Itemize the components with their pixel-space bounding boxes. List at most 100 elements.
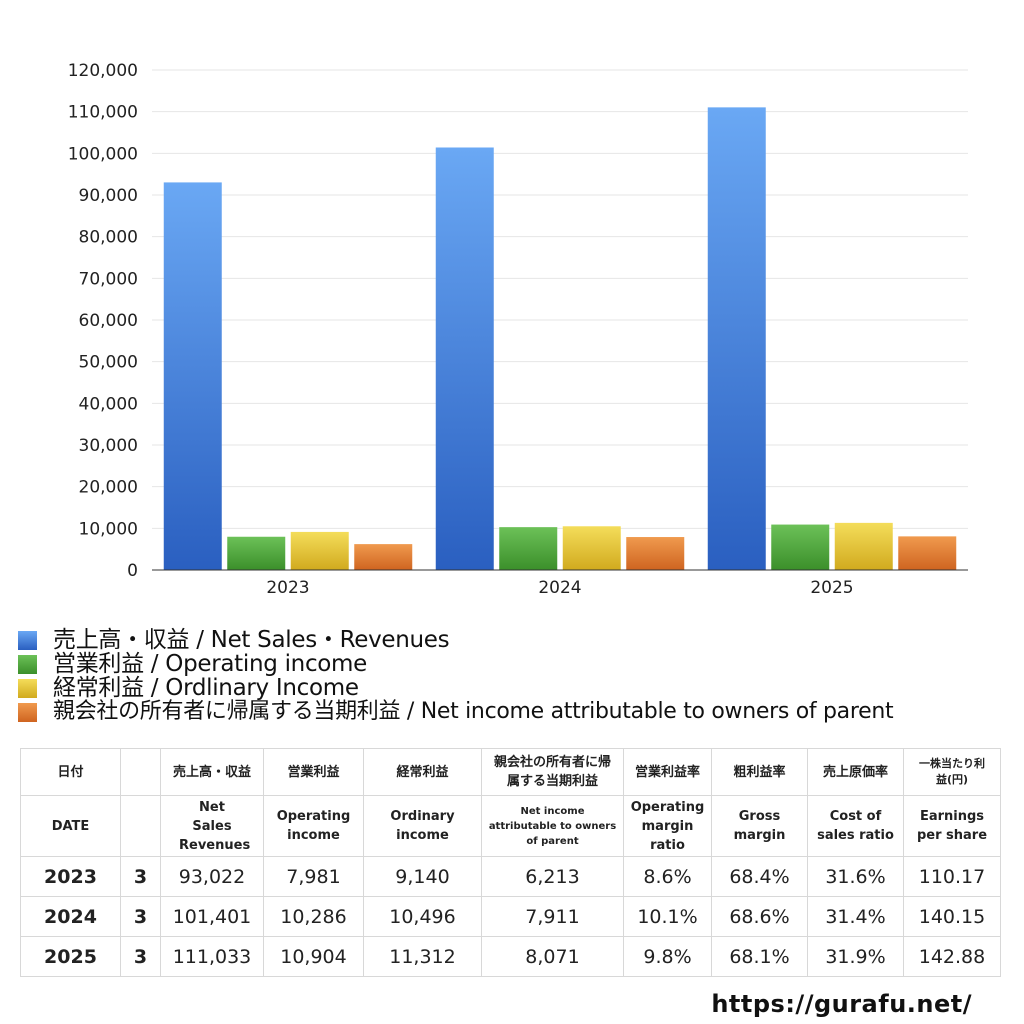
header-op-en: Operating income bbox=[263, 795, 364, 857]
legend-label-ordinary-income: 経常利益 / Ordlinary Income bbox=[53, 675, 359, 701]
legend-item-ordinary-income: 経常利益 / Ordlinary Income bbox=[18, 676, 893, 700]
cell-operating-margin: 10.1% bbox=[623, 896, 712, 937]
cell-month: 3 bbox=[120, 856, 161, 897]
cell-cost-ratio: 31.4% bbox=[807, 896, 904, 937]
legend-swatch-operating-income bbox=[18, 654, 37, 674]
bar bbox=[771, 524, 830, 570]
legend-swatch-net-sales bbox=[18, 630, 37, 650]
cell-operating-margin: 9.8% bbox=[623, 936, 712, 977]
cell-cost-ratio: 31.6% bbox=[807, 856, 904, 897]
header-sales-en: Net Sales Revenues bbox=[160, 795, 264, 857]
y-tick-label: 70,000 bbox=[79, 269, 138, 289]
table-row: 2025 3 111,033 10,904 11,312 8,071 9.8% … bbox=[20, 936, 1001, 977]
header-date-en: DATE bbox=[20, 795, 121, 857]
x-tick-label: 2025 bbox=[810, 578, 853, 598]
header-ord-en: Ordinary income bbox=[363, 795, 482, 857]
cell-gross-margin: 68.1% bbox=[711, 936, 808, 977]
header-gm-en: Gross margin bbox=[711, 795, 808, 857]
bar bbox=[707, 107, 766, 571]
cell-eps: 110.17 bbox=[903, 856, 1001, 897]
table-row: 2023 3 93,022 7,981 9,140 6,213 8.6% 68.… bbox=[20, 856, 1001, 897]
cell-net-income: 6,213 bbox=[481, 856, 624, 897]
cell-operating-income: 10,904 bbox=[263, 936, 364, 977]
y-tick-label: 80,000 bbox=[79, 228, 138, 248]
header-date-jp: 日付 bbox=[20, 748, 121, 796]
cell-gross-margin: 68.6% bbox=[711, 896, 808, 937]
cell-eps: 140.15 bbox=[903, 896, 1001, 937]
header-gm-jp: 粗利益率 bbox=[711, 748, 808, 796]
bar bbox=[227, 536, 286, 570]
legend-item-net-sales: 売上高・収益 / Net Sales・Revenues bbox=[18, 628, 893, 652]
y-tick-label: 110,000 bbox=[68, 103, 138, 123]
y-tick-label: 20,000 bbox=[79, 478, 138, 498]
bar bbox=[562, 526, 621, 570]
y-tick-label: 90,000 bbox=[79, 186, 138, 206]
legend-label-net-income: 親会社の所有者に帰属する当期利益 / Net income attributab… bbox=[53, 699, 894, 724]
bar-chart: 0 10,000 20,000 30,000 40,000 50,000 60,000 70,… bbox=[68, 61, 968, 598]
table-header-en-row: DATE Net Sales Revenues Operating income… bbox=[20, 795, 1001, 857]
cell-eps: 142.88 bbox=[903, 936, 1001, 977]
cell-year: 2023 bbox=[20, 856, 121, 897]
bars bbox=[163, 107, 957, 571]
legend-item-operating-income: 営業利益 / Operating income bbox=[18, 652, 893, 676]
y-tick-label: 120,000 bbox=[68, 61, 138, 81]
y-tick-label: 100,000 bbox=[68, 144, 138, 164]
cell-year: 2025 bbox=[20, 936, 121, 977]
x-tick-label: 2024 bbox=[538, 578, 581, 598]
legend: 売上高・収益 / Net Sales・Revenues 営業利益 / Opera… bbox=[18, 628, 894, 724]
y-tick-label: 40,000 bbox=[79, 394, 138, 414]
y-tick-label: 10,000 bbox=[79, 519, 138, 539]
legend-swatch-net-income bbox=[18, 702, 37, 722]
cell-month: 3 bbox=[120, 896, 161, 937]
header-cos-en: Cost of sales ratio bbox=[807, 795, 904, 857]
cell-net-income: 7,911 bbox=[481, 896, 624, 937]
cell-net-income: 8,071 bbox=[481, 936, 624, 977]
cell-operating-income: 7,981 bbox=[263, 856, 364, 897]
y-axis-ticks: 0 10,000 20,000 30,000 40,000 50,000 60,000 70,… bbox=[68, 61, 138, 581]
header-sales-jp: 売上高・収益 bbox=[160, 748, 264, 796]
header-eps-en: Earnings per share bbox=[903, 795, 1001, 857]
header-net-en: Net income attributable to owners of par… bbox=[481, 795, 624, 857]
cell-operating-margin: 8.6% bbox=[623, 856, 712, 897]
y-tick-label: 0 bbox=[127, 561, 138, 581]
x-axis-ticks: 2023 2024 2025 bbox=[266, 578, 853, 598]
financial-data-table: 日付 売上高・収益 営業利益 経常利益 親会社の所有者に帰属する当期利益 営業利… bbox=[20, 748, 1001, 977]
legend-label-operating-income: 営業利益 / Operating income bbox=[53, 651, 368, 677]
site-url[interactable]: https://gurafu.net/ bbox=[711, 990, 972, 1018]
gridlines bbox=[152, 69, 968, 529]
cell-operating-income: 10,286 bbox=[263, 896, 364, 937]
bar bbox=[626, 537, 685, 570]
bar bbox=[290, 531, 349, 570]
bar bbox=[499, 527, 558, 570]
header-blank-jp bbox=[120, 748, 161, 796]
header-opm-jp: 営業利益率 bbox=[623, 748, 712, 796]
cell-month: 3 bbox=[120, 936, 161, 977]
cell-sales: 93,022 bbox=[160, 856, 264, 897]
legend-swatch-ordinary-income bbox=[18, 678, 37, 698]
cell-ordinary-income: 10,496 bbox=[363, 896, 482, 937]
header-opm-en: Operating margin ratio bbox=[623, 795, 712, 857]
y-tick-label: 50,000 bbox=[79, 353, 138, 373]
header-blank-en bbox=[120, 795, 161, 857]
bar bbox=[354, 544, 413, 570]
y-tick-label: 30,000 bbox=[79, 436, 138, 456]
cell-ordinary-income: 9,140 bbox=[363, 856, 482, 897]
header-cos-jp: 売上原価率 bbox=[807, 748, 904, 796]
y-tick-label: 60,000 bbox=[79, 311, 138, 331]
legend-label-net-sales: 売上高・収益 / Net Sales・Revenues bbox=[53, 627, 450, 653]
table-row: 2024 3 101,401 10,286 10,496 7,911 10.1%… bbox=[20, 896, 1001, 937]
bar bbox=[163, 182, 222, 571]
cell-sales: 101,401 bbox=[160, 896, 264, 937]
cell-year: 2024 bbox=[20, 896, 121, 937]
header-ord-jp: 経常利益 bbox=[363, 748, 482, 796]
cell-sales: 111,033 bbox=[160, 936, 264, 977]
bar bbox=[834, 522, 893, 570]
table-header-jp-row: 日付 売上高・収益 営業利益 経常利益 親会社の所有者に帰属する当期利益 営業利… bbox=[20, 748, 1001, 796]
x-tick-label: 2023 bbox=[266, 578, 309, 598]
cell-gross-margin: 68.4% bbox=[711, 856, 808, 897]
bar bbox=[435, 147, 494, 570]
header-net-jp: 親会社の所有者に帰属する当期利益 bbox=[481, 748, 624, 796]
header-op-jp: 営業利益 bbox=[263, 748, 364, 796]
legend-item-net-income: 親会社の所有者に帰属する当期利益 / Net income attributab… bbox=[18, 699, 894, 724]
cell-ordinary-income: 11,312 bbox=[363, 936, 482, 977]
